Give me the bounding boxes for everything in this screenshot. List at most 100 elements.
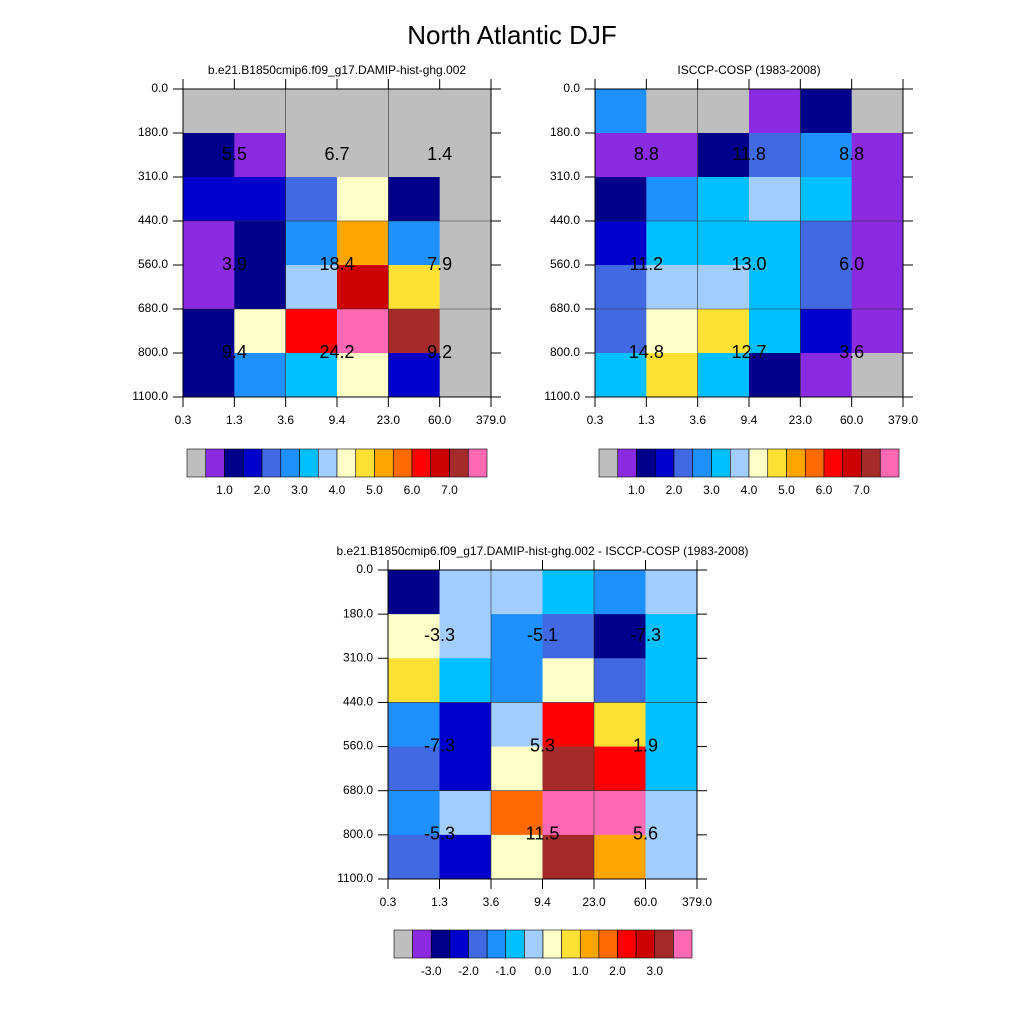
cell — [646, 133, 699, 178]
cell — [337, 221, 389, 266]
cell — [595, 177, 647, 222]
cell — [697, 89, 750, 134]
cell — [388, 702, 440, 748]
x-tick-label: 60.0 — [840, 413, 864, 427]
cell — [594, 614, 646, 659]
colorbar-tick-label: 4.0 — [329, 483, 346, 497]
cell — [439, 221, 492, 266]
y-tick-label: 310.0 — [343, 650, 373, 664]
cell — [749, 309, 801, 354]
colorbar-box — [617, 448, 637, 478]
cell — [491, 790, 543, 836]
block-label: -3.3 — [424, 625, 455, 645]
y-tick-label: 1100.0 — [337, 871, 373, 885]
cell — [439, 309, 492, 354]
cell — [439, 702, 492, 748]
y-tick-label: 1100.0 — [544, 389, 580, 403]
colorbar-tick-label: 1.0 — [628, 483, 645, 497]
cell — [491, 658, 543, 703]
colorbar-box — [861, 448, 881, 478]
x-tick-label: 3.6 — [277, 413, 294, 427]
block-label: 1.4 — [427, 144, 452, 164]
cell — [183, 89, 235, 134]
colorbar-box — [430, 448, 450, 478]
cell — [183, 177, 235, 222]
cell — [646, 265, 699, 310]
cell — [542, 658, 595, 703]
cell — [285, 309, 338, 354]
y-tick-label: 800.0 — [343, 827, 373, 841]
y-tick-label: 0.0 — [151, 81, 168, 95]
y-tick-label: 440.0 — [343, 695, 373, 709]
cell — [388, 177, 441, 222]
colorbar-box — [242, 448, 263, 478]
cell — [645, 570, 698, 615]
block-label: 11.2 — [629, 254, 663, 274]
y-tick-label: 560.0 — [343, 739, 373, 753]
cell — [439, 746, 492, 792]
block-label: -5.1 — [527, 625, 558, 645]
colorbar-box — [186, 448, 207, 478]
cell — [337, 89, 389, 134]
block-label: 9.4 — [222, 342, 247, 362]
cell — [646, 177, 699, 222]
colorbar-box — [729, 448, 750, 478]
cell — [388, 221, 441, 266]
cell — [645, 834, 698, 880]
cell — [439, 658, 492, 703]
x-tick-label: 60.0 — [428, 413, 452, 427]
cell — [542, 614, 595, 659]
colorbar-box — [823, 448, 844, 478]
colorbar-box — [654, 929, 674, 959]
colorbar-box — [430, 929, 451, 959]
cell — [285, 133, 338, 178]
cell — [851, 133, 904, 178]
block-label: 18.4 — [319, 254, 354, 274]
cell — [285, 353, 338, 398]
y-tick-label: 310.0 — [138, 169, 168, 183]
block-label: 13.0 — [731, 254, 766, 274]
cell — [183, 309, 235, 354]
cell — [388, 746, 440, 792]
cell — [234, 353, 287, 398]
cell — [851, 265, 904, 310]
y-tick-label: 0.0 — [563, 81, 580, 95]
cell — [800, 221, 853, 266]
cell — [697, 221, 750, 266]
cell — [697, 265, 750, 310]
x-tick-label: 23.0 — [377, 413, 401, 427]
block-label: 14.8 — [629, 342, 664, 362]
cell — [800, 133, 853, 178]
colorbar-tick-label: -2.0 — [458, 964, 479, 978]
cell — [594, 658, 646, 703]
colorbar-tick-label: 7.0 — [853, 483, 870, 497]
cell — [697, 309, 750, 354]
cell — [234, 89, 287, 134]
cell — [234, 265, 287, 310]
cell — [749, 265, 801, 310]
colorbar-box — [748, 448, 769, 478]
cell — [183, 221, 235, 266]
y-tick-label: 1100.0 — [132, 389, 168, 403]
cell — [337, 265, 389, 310]
figure-title: North Atlantic DJF — [407, 20, 617, 50]
cell — [595, 353, 647, 398]
cell — [542, 746, 595, 792]
x-tick-label: 9.4 — [329, 413, 346, 427]
x-tick-label: 23.0 — [582, 895, 606, 909]
cell — [388, 570, 440, 615]
block-label: 11.5 — [526, 824, 560, 844]
colorbar-tick-label: -3.0 — [421, 964, 442, 978]
cell — [645, 702, 698, 748]
cell — [388, 790, 440, 836]
colorbar-box — [786, 448, 806, 478]
colorbar-box — [317, 448, 338, 478]
block-label: 12.7 — [731, 342, 766, 362]
colorbar-box — [692, 448, 712, 478]
cell — [646, 309, 699, 354]
cell — [800, 265, 853, 310]
colorbar-box — [355, 448, 375, 478]
cell — [234, 309, 287, 354]
cell — [851, 353, 904, 398]
block-label: 5.5 — [222, 144, 247, 164]
